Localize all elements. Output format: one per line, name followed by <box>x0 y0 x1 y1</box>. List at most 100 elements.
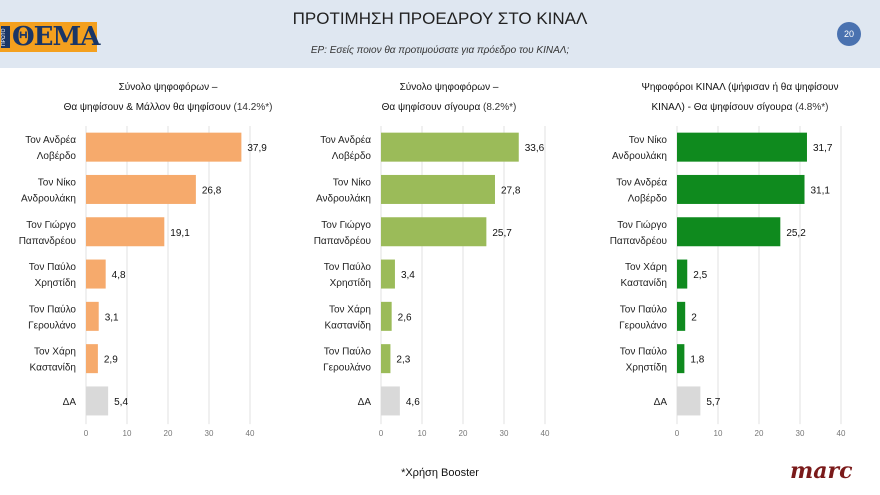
chart-2-bar <box>381 132 519 162</box>
chart-3-tick-label: 10 <box>714 429 723 438</box>
chart-1-category-label: Τον Νίκο <box>38 176 77 188</box>
chart-3-bar <box>677 386 701 416</box>
chart-3-value-label: 31,7 <box>813 143 833 154</box>
chart-3-title-line2: ΚΙΝΑΛ) - Θα ψηφίσουν σίγουρα (4.8%*) <box>651 102 829 113</box>
chart-2-tick-label: 40 <box>541 429 550 438</box>
chart-2-value-label: 4,6 <box>406 397 420 408</box>
chart-1-category-label: ΔΑ <box>63 397 77 408</box>
chart-2-category-label: Χρηστίδη <box>330 277 371 289</box>
chart-2-category-label: Τον Νίκο <box>333 176 372 188</box>
chart-3-bar <box>677 217 781 247</box>
chart-3-category-label: Χρηστίδη <box>626 362 667 374</box>
chart-1-category-label: Τον Χάρη <box>34 346 76 358</box>
chart-1-value-label: 19,1 <box>170 228 190 239</box>
chart-3-category-label: Ανδρουλάκη <box>612 150 667 162</box>
chart-1-category-label: Καστανίδη <box>30 362 76 374</box>
chart-1-value-label: 5,4 <box>114 397 128 408</box>
chart-3-category-label: Τον Γιώργο <box>617 219 667 231</box>
chart-2-value-label: 2,6 <box>398 312 412 323</box>
chart-2-category-label: Ανδρουλάκη <box>316 192 371 204</box>
chart-2-value-label: 25,7 <box>492 228 512 239</box>
page-title: ΠΡΟΤΙΜΗΣΗ ΠΡΟΕΔΡΟΥ ΣΤΟ ΚΙΝΑΛ <box>292 9 588 28</box>
chart-1-category-label: Τον Ανδρέα <box>25 134 76 146</box>
chart-1-category-label: Χρηστίδη <box>35 277 76 289</box>
chart-1-bar <box>86 301 99 331</box>
chart-2-category-label: Παπανδρέου <box>314 235 371 247</box>
chart-2-title: Σύνολο ψηφοφόρων – Θα ψηφίσουν σίγουρα (… <box>309 78 589 118</box>
chart-1-category-label: Τον Παύλο <box>29 303 77 315</box>
chart-1-tick-label: 40 <box>246 429 255 438</box>
chart-3-category-label: Λοβέρδο <box>628 192 668 204</box>
chart-3-bar <box>677 301 686 331</box>
protothema-logo: ΠΡΩΤΟ ΘΕΜΑ <box>0 22 100 52</box>
chart-3-category-label: Γερουλάνο <box>619 319 667 331</box>
chart-1-tick-label: 10 <box>123 429 132 438</box>
chart-3-tick-label: 30 <box>796 429 805 438</box>
chart-2-category-label: Τον Παύλο <box>324 261 372 273</box>
chart-2-value-label: 2,3 <box>396 355 410 366</box>
chart-3-tick-label: 40 <box>837 429 846 438</box>
chart-3-value-label: 2 <box>691 312 697 323</box>
chart-2-tick-label: 10 <box>418 429 427 438</box>
chart-2-title-line1: Σύνολο ψηφοφόρων – <box>399 82 499 93</box>
chart-1-title-line1: Σύνολο ψηφοφόρων – <box>118 82 218 93</box>
chart-1-category-label: Παπανδρέου <box>19 235 76 247</box>
chart-2-category-label: Λοβέρδο <box>332 150 372 162</box>
logo-text: ΘΕΜΑ <box>12 22 100 52</box>
chart-2-bar <box>381 174 495 204</box>
chart-2-value-label: 3,4 <box>401 270 415 281</box>
chart-2-category-label: Καστανίδη <box>325 319 371 331</box>
chart-1-value-label: 2,9 <box>104 355 118 366</box>
chart-1-category-label: Τον Γιώργο <box>26 219 76 231</box>
chart-1-category-label: Γερουλάνο <box>28 319 76 331</box>
question-subtitle: ΕΡ: Εσείς ποιον θα προτιμούσατε για πρόε… <box>310 45 570 56</box>
chart-1-tick-label: 30 <box>205 429 214 438</box>
chart-1-value-label: 4,8 <box>112 270 126 281</box>
chart-1-bar <box>86 259 106 289</box>
chart-3-title-line1: Ψηφοφόροι ΚΙΝΑΛ (ψήφισαν ή θα ψηφίσουν <box>641 82 839 93</box>
header-band: ΠΡΩΤΟ ΘΕΜΑ ΠΡΟΤΙΜΗΣΗ ΠΡΟΕΔΡΟΥ ΣΤΟ ΚΙΝΑΛ … <box>0 0 880 68</box>
chart-2-tick-label: 20 <box>459 429 468 438</box>
chart-1-value-label: 37,9 <box>247 143 267 154</box>
chart-3-value-label: 2,5 <box>693 270 707 281</box>
chart-3-category-label: Τον Νίκο <box>629 134 668 146</box>
chart-1-bar <box>86 174 196 204</box>
chart-3-bar <box>677 344 685 374</box>
chart-2-bar <box>381 217 487 247</box>
chart-1-tick-label: 0 <box>84 429 89 438</box>
chart-1-tick-label: 20 <box>164 429 173 438</box>
chart-3-tick-label: 20 <box>755 429 764 438</box>
chart-2-bar <box>381 301 392 331</box>
chart-1-category-label: Τον Παύλο <box>29 261 77 273</box>
chart-2-category-label: Τον Ανδρέα <box>320 134 371 146</box>
chart-3-category-label: Τον Χάρη <box>625 261 667 273</box>
chart-2-category-label: ΔΑ <box>358 397 372 408</box>
chart-1-bar <box>86 386 109 416</box>
chart-3-bar <box>677 132 807 162</box>
chart-3-category-label: Καστανίδη <box>621 277 667 289</box>
chart-2-category-label: Τον Γιώργο <box>321 219 371 231</box>
chart-3-category-label: ΔΑ <box>654 397 668 408</box>
chart-2-value-label: 27,8 <box>501 185 521 196</box>
chart-2-value-label: 33,6 <box>525 143 545 154</box>
chart-3-value-label: 31,1 <box>811 185 831 196</box>
chart-1-title: Σύνολο ψηφοφόρων – Θα ψηφίσουν & Μάλλον … <box>28 78 308 118</box>
chart-2-category-label: Τον Χάρη <box>329 303 371 315</box>
chart-2-category-label: Γερουλάνο <box>323 362 371 374</box>
chart-2-bar <box>381 344 391 374</box>
chart-2-bar <box>381 259 395 289</box>
chart-3-value-label: 5,7 <box>706 397 720 408</box>
chart-1-bar <box>86 132 242 162</box>
page-number-badge: 20 <box>837 22 861 46</box>
chart-3-bar <box>677 174 805 204</box>
chart-3-category-label: Τον Παύλο <box>620 303 668 315</box>
chart-1-value-label: 26,8 <box>202 185 222 196</box>
chart-1-category-label: Λοβέρδο <box>37 150 77 162</box>
chart-1-title-line2: Θα ψηφίσουν & Μάλλον θα ψηφίσουν (14.2%*… <box>63 102 273 113</box>
chart-3-title: Ψηφοφόροι ΚΙΝΑΛ (ψήφισαν ή θα ψηφίσουν Κ… <box>600 78 880 118</box>
chart-2-category-label: Τον Παύλο <box>324 346 372 358</box>
chart-3-category-label: Τον Παύλο <box>620 346 668 358</box>
chart-1-bar <box>86 217 165 247</box>
chart-3-value-label: 25,2 <box>786 228 806 239</box>
